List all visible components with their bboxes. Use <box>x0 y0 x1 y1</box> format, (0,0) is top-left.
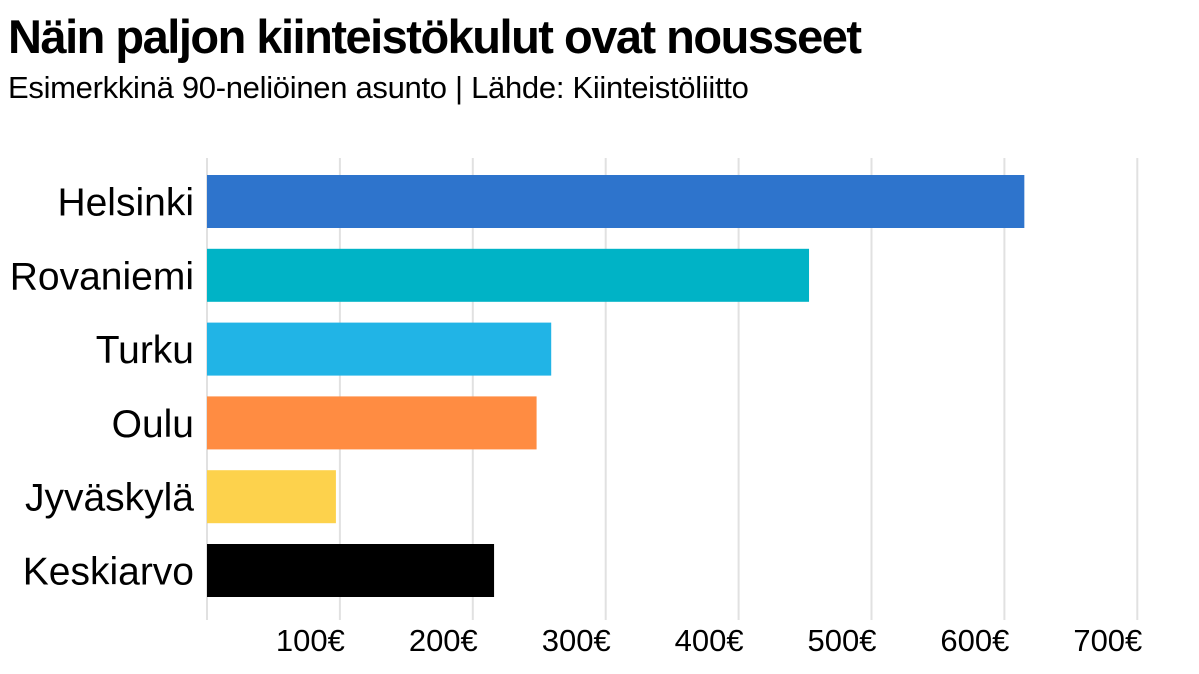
category-label: Oulu <box>112 403 194 446</box>
bar-oulu <box>207 396 537 450</box>
x-tick-label: 500€ <box>808 623 877 658</box>
x-tick-label: 600€ <box>940 623 1009 658</box>
category-labels: Helsinki Rovaniemi Turku Oulu Jyväskylä Keski… <box>10 182 195 594</box>
bar-helsinki <box>207 175 1025 228</box>
bar-rovaniemi <box>207 248 810 302</box>
category-label: Rovaniemi <box>10 255 194 298</box>
x-tick-label: 400€ <box>675 623 744 658</box>
category-label: Turku <box>96 329 194 372</box>
bar-jyväskylä <box>207 470 336 524</box>
chart-subtitle: Esimerkkinä 90-neliöinen asunto | Lähde:… <box>8 70 749 105</box>
x-tick-label: 100€ <box>276 623 345 658</box>
x-tick-label: 300€ <box>542 623 611 658</box>
gridlines <box>206 158 1139 620</box>
category-label: Helsinki <box>57 182 194 225</box>
category-label: Jyväskylä <box>25 477 194 520</box>
category-label: Keskiarvo <box>23 551 194 594</box>
x-tick-label: 700€ <box>1073 623 1142 658</box>
bars <box>207 175 1025 597</box>
x-axis-tick-labels: 100€ 200€ 300€ 400€ 500€ 600€ 700€ <box>276 623 1142 658</box>
chart-title: Näin paljon kiinteistökulut ovat noussee… <box>8 10 862 63</box>
bar-turku <box>207 322 552 376</box>
bar-keskiarvo <box>207 544 495 597</box>
x-tick-label: 200€ <box>409 623 478 658</box>
